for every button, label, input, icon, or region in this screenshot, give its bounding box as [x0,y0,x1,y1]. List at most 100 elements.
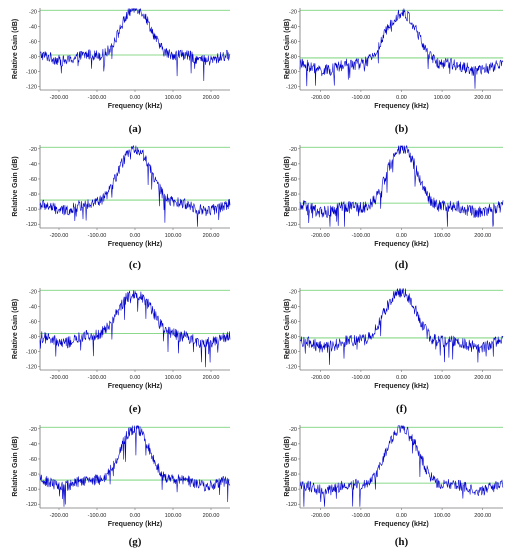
y-tick-label: -20 [289,427,297,433]
y-axis-label: Relative Gain (dB) [284,19,291,79]
panel-caption: (e) [129,403,142,415]
x-tick-label: 200.00 [474,233,491,239]
spectrum-trace [299,8,504,89]
y-tick-label: -40 [29,305,37,311]
x-tick-label: -200.00 [311,233,330,239]
y-tick-label: -120 [286,222,297,228]
spectrum-panel: -20 -40 -60 -80 -100 -120 -200.00 -100.00 0.00 10… [12,8,231,135]
x-tick-label: 0.00 [396,233,407,239]
x-tick-label: 0.00 [396,513,407,519]
y-axis-label: Relative Gain (dB) [284,156,291,216]
y-tick-label: -80 [29,472,37,478]
x-tick-label: -100.00 [352,233,371,239]
y-axis-label: Relative Gain (dB) [12,436,19,496]
y-tick-label: -40 [289,442,297,448]
x-tick-label: 0.00 [130,513,141,519]
y-tick-label: -60 [29,457,37,463]
y-tick-label: -120 [26,222,37,228]
y-tick-label: -80 [29,192,37,198]
x-tick-label: 200.00 [474,375,491,381]
x-axis-label: Frequency (kHz) [108,103,162,110]
y-tick-label: -40 [289,25,297,31]
y-tick-label: -40 [29,162,37,168]
y-tick-label: -120 [286,84,297,90]
spectrum-trace [299,288,504,365]
y-axis-label: Relative Gain (dB) [12,299,19,359]
panel-caption: (c) [129,259,142,271]
y-tick-label: -20 [289,147,297,153]
y-tick-label: -100 [286,487,297,493]
x-tick-label: -100.00 [88,233,107,239]
panel-caption: (a) [129,123,142,135]
y-tick-label: -120 [26,502,37,508]
y-tick-label: -100 [26,487,37,493]
y-tick-label: -120 [26,84,37,90]
y-tick-label: -80 [289,334,297,340]
y-axis-label: Relative Gain (dB) [12,19,19,79]
y-tick-label: -40 [29,442,37,448]
y-axis-label: Relative Gain (dB) [284,299,291,359]
y-axis-label: Relative Gain (dB) [284,436,291,496]
y-tick-label: -60 [289,320,297,326]
y-tick-label: -120 [286,364,297,370]
spectrum-panel: -20 -40 -60 -80 -100 -120 -200.00 -100.00 0.00 10… [284,8,504,135]
x-tick-label: -100.00 [352,513,371,519]
y-tick-label: -40 [289,305,297,311]
y-tick-label: -60 [289,177,297,183]
x-tick-label: 0.00 [130,95,141,101]
y-tick-label: -20 [29,427,37,433]
y-axis-label: Relative Gain (dB) [12,156,19,216]
y-tick-label: -80 [29,54,37,60]
x-tick-label: -200.00 [311,95,330,101]
y-tick-label: -100 [286,69,297,75]
y-tick-label: -80 [289,472,297,478]
spectrum-trace [39,290,231,368]
y-tick-label: -120 [26,364,37,370]
x-tick-label: -200.00 [50,375,69,381]
spectrum-panel: -20 -40 -60 -80 -100 -120 -200.00 -100.00 0.00 10… [12,288,231,415]
x-tick-label: 0.00 [130,375,141,381]
x-tick-label: -100.00 [88,513,107,519]
y-tick-label: -20 [29,147,37,153]
y-tick-label: -100 [26,349,37,355]
y-tick-label: -80 [289,54,297,60]
y-tick-label: -20 [289,10,297,16]
y-tick-label: -20 [289,290,297,296]
x-tick-label: 100.00 [165,233,182,239]
x-tick-label: -100.00 [352,95,371,101]
y-tick-label: -100 [26,69,37,75]
x-tick-label: 0.00 [396,95,407,101]
x-tick-label: 100.00 [434,375,451,381]
x-tick-label: 200.00 [474,513,491,519]
x-tick-label: -100.00 [88,95,107,101]
spectrum-trace [39,425,231,507]
y-tick-label: -120 [286,502,297,508]
x-tick-label: -200.00 [50,513,69,519]
x-tick-label: -100.00 [352,375,371,381]
x-axis-label: Frequency (kHz) [374,383,428,390]
y-tick-label: -100 [286,349,297,355]
spectrum-panel: -20 -40 -60 -80 -100 -120 -200.00 -100.00 0.00 10… [12,425,231,548]
x-axis-label: Frequency (kHz) [108,383,162,390]
x-axis-label: Frequency (kHz) [108,521,162,528]
panel-caption: (f) [396,403,407,415]
x-tick-label: -200.00 [311,375,330,381]
y-tick-label: -60 [29,40,37,46]
y-tick-label: -40 [29,25,37,31]
x-tick-label: 100.00 [165,513,182,519]
spectrum-trace [39,145,231,227]
x-tick-label: 0.00 [396,375,407,381]
panel-caption: (d) [395,259,409,271]
x-tick-label: 200.00 [203,513,220,519]
spectrum-panel: -20 -40 -60 -80 -100 -120 -200.00 -100.00 0.00 10… [12,145,231,271]
y-tick-label: -20 [29,290,37,296]
spectrum-trace [39,8,231,81]
x-tick-label: 100.00 [165,95,182,101]
x-tick-label: 200.00 [474,95,491,101]
x-tick-label: -200.00 [50,233,69,239]
x-axis-label: Frequency (kHz) [108,241,162,248]
panel-caption: (g) [129,536,142,548]
y-tick-label: -80 [29,334,37,340]
